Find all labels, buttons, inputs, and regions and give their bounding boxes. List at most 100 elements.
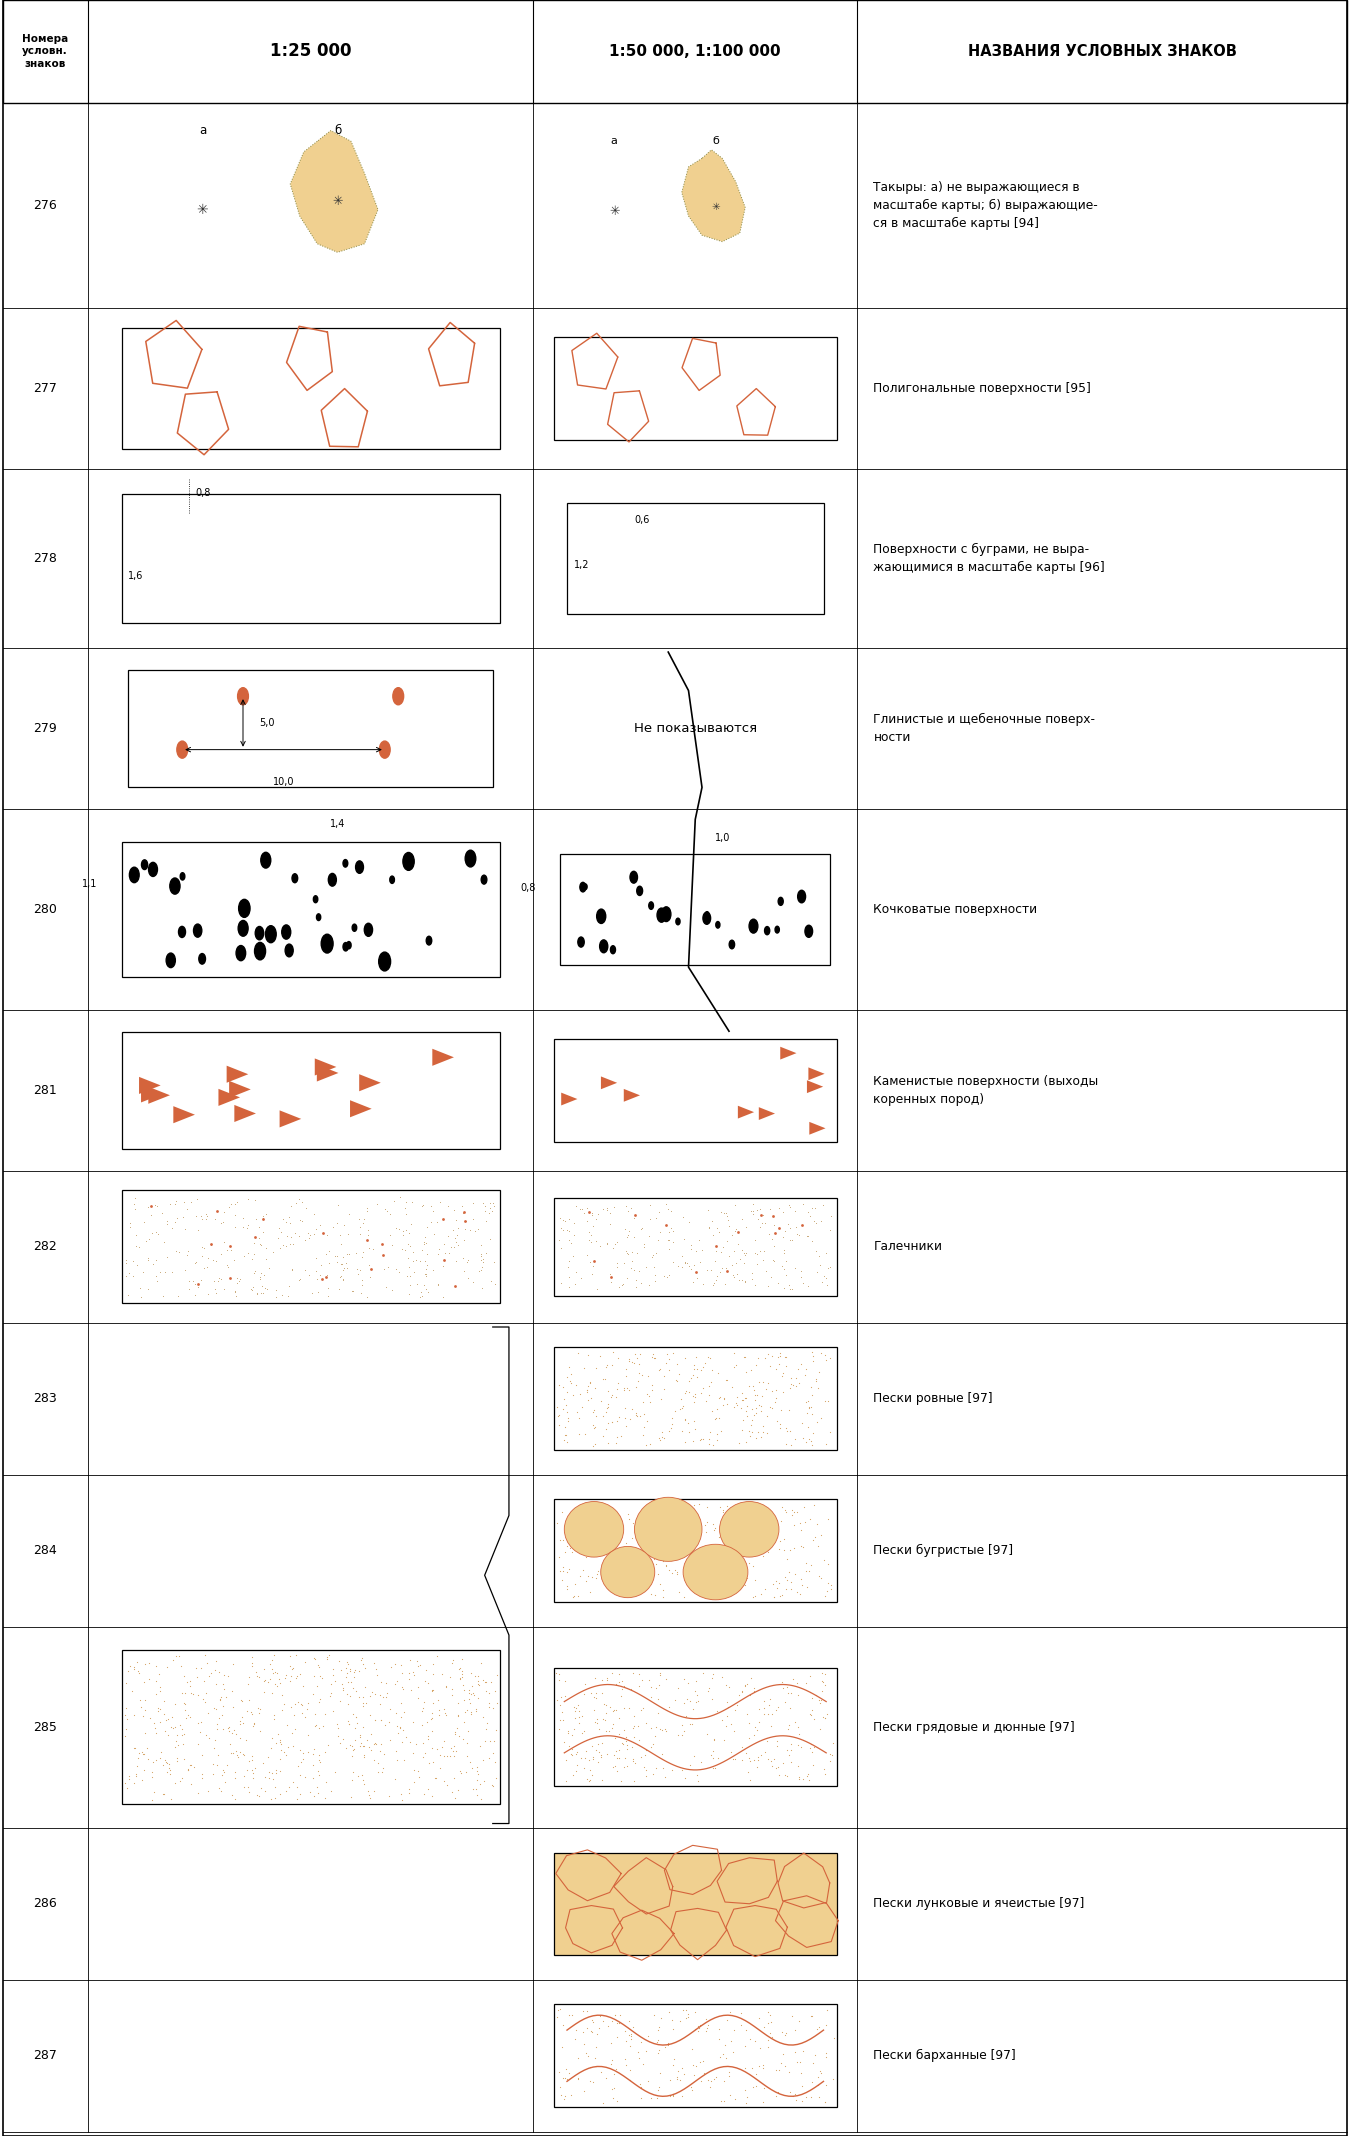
Point	[433, 1692, 455, 1726]
Point	[143, 1247, 165, 1282]
Point	[660, 1410, 682, 1444]
Point	[297, 1692, 319, 1726]
Point	[634, 1250, 656, 1284]
Point	[317, 1271, 339, 1305]
Polygon shape	[290, 130, 378, 252]
Point	[251, 1269, 273, 1303]
Text: 287: 287	[34, 2048, 57, 2061]
Point	[613, 1267, 634, 1301]
Point	[802, 2046, 824, 2080]
Point	[701, 1527, 722, 1561]
Point	[725, 1245, 747, 1279]
Point	[302, 1732, 324, 1766]
Text: Каменистые поверхности (выходы
коренных пород): Каменистые поверхности (выходы коренных …	[873, 1074, 1099, 1106]
Point	[124, 1192, 146, 1226]
Point	[814, 1260, 836, 1294]
Point	[733, 1382, 755, 1416]
Point	[616, 1371, 637, 1405]
Point	[371, 1681, 393, 1715]
Point	[755, 1502, 776, 1536]
Point	[467, 1758, 489, 1792]
Point	[603, 1190, 625, 1224]
Point	[252, 1275, 274, 1309]
Point	[745, 2025, 767, 2059]
Point	[378, 1705, 400, 1739]
Point	[282, 1715, 304, 1749]
Point	[628, 1540, 649, 1574]
Point	[707, 1519, 729, 1553]
Point	[614, 1391, 636, 1425]
Point	[144, 1215, 166, 1250]
Point	[633, 1499, 655, 1534]
Point	[807, 1239, 829, 1273]
Point	[621, 1190, 643, 1224]
Circle shape	[343, 942, 348, 951]
Point	[331, 1226, 352, 1260]
Point	[716, 1489, 737, 1523]
Point	[559, 1997, 580, 2031]
Point	[410, 1275, 432, 1309]
Point	[748, 1692, 770, 1726]
Point	[585, 1410, 606, 1444]
Point	[603, 2057, 625, 2091]
Point	[690, 1557, 711, 1591]
Point	[736, 1696, 757, 1730]
Point	[771, 1250, 792, 1284]
Point	[597, 1192, 618, 1226]
Circle shape	[255, 942, 266, 959]
Point	[645, 1200, 667, 1235]
Point	[443, 1760, 464, 1794]
Point	[386, 1664, 408, 1698]
Point	[702, 1660, 724, 1694]
Point	[405, 1728, 427, 1762]
Point	[554, 1536, 575, 1570]
Point	[563, 1690, 585, 1724]
Point	[798, 2023, 819, 2057]
Point	[320, 1773, 342, 1807]
Point	[166, 1638, 188, 1672]
Point	[614, 1358, 636, 1393]
Text: 1,1: 1,1	[82, 878, 97, 889]
Point	[161, 1781, 182, 1816]
Point	[737, 1388, 759, 1423]
Point	[683, 1403, 705, 1438]
Point	[632, 1358, 653, 1393]
Point	[393, 1743, 414, 1777]
Point	[414, 1256, 436, 1290]
Point	[269, 1211, 290, 1245]
Point	[713, 1499, 734, 1534]
Point	[252, 1215, 274, 1250]
Point	[444, 1717, 466, 1752]
Point	[741, 1262, 763, 1297]
Point	[185, 1277, 207, 1312]
Point	[811, 1675, 833, 1709]
Point	[135, 1224, 157, 1258]
Point	[591, 1664, 613, 1698]
Point	[190, 1198, 212, 1232]
Point	[716, 1363, 737, 1397]
Point	[791, 2085, 813, 2119]
Point	[643, 1542, 664, 1576]
Point	[752, 1198, 774, 1232]
Point	[753, 2010, 775, 2044]
Point	[472, 1743, 494, 1777]
Point	[305, 1211, 327, 1245]
Point	[379, 1196, 401, 1230]
Point	[749, 1211, 771, 1245]
Point	[359, 1781, 381, 1816]
Point	[336, 1647, 358, 1681]
Point	[289, 1777, 310, 1811]
Point	[161, 1211, 182, 1245]
Point	[447, 1711, 468, 1745]
Point	[612, 1726, 633, 1760]
Point	[587, 1495, 609, 1529]
Point	[212, 1711, 234, 1745]
Point	[593, 1532, 614, 1566]
Point	[458, 1675, 479, 1709]
Point	[358, 1218, 379, 1252]
Point	[433, 1739, 455, 1773]
Point	[423, 1658, 444, 1692]
Point	[710, 1194, 732, 1228]
Ellipse shape	[601, 1546, 655, 1598]
Point	[628, 1521, 649, 1555]
